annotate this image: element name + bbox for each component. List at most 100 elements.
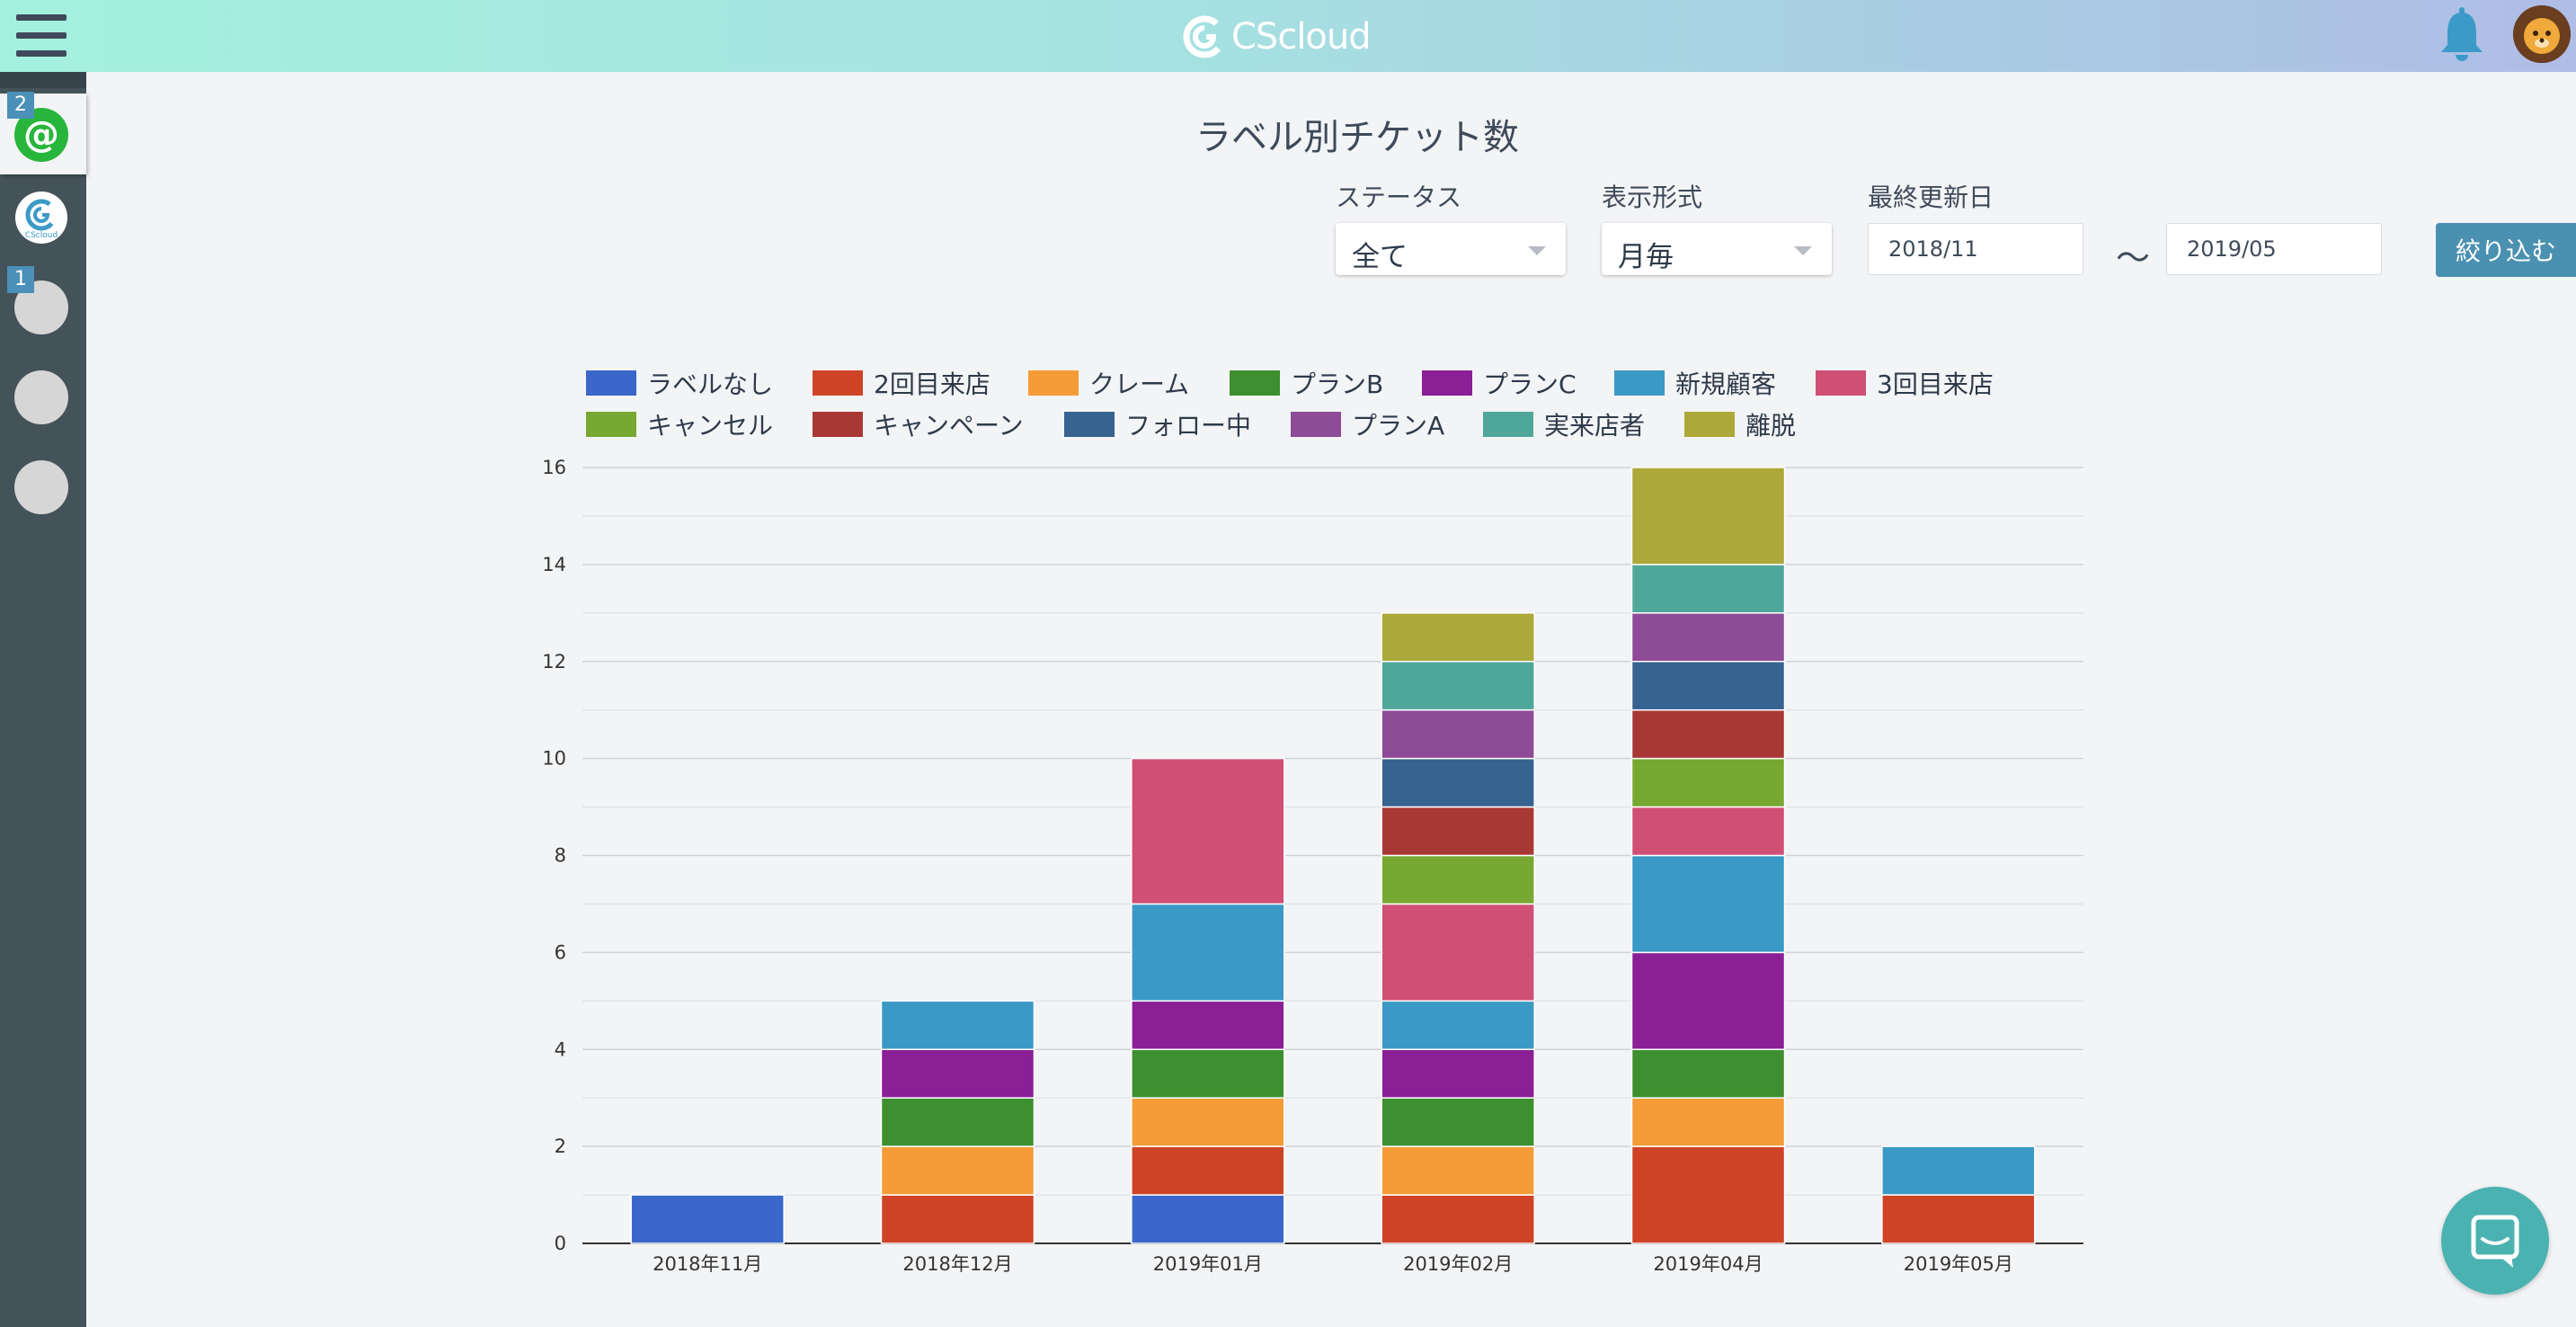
bar-segment[interactable] [1131,1000,1285,1050]
legend-item[interactable]: キャンセル [586,408,773,441]
bar-segment[interactable] [1131,1145,1285,1196]
x-tick-label: 2019年01月 [1153,1253,1263,1275]
sidebar-item-channel-5[interactable] [0,448,86,529]
bar-segment[interactable] [880,1000,1035,1050]
bar-segment[interactable] [880,1097,1035,1147]
bar-segment[interactable] [1630,661,1786,711]
svg-text:@: @ [23,114,59,156]
user-avatar[interactable] [2513,5,2571,63]
chart-title: ラベル別チケット数 [1195,117,1519,158]
y-tick-label: 10 [542,748,566,770]
bar-segment[interactable] [1381,1194,1535,1244]
legend-item[interactable]: 実来店者 [1483,408,1645,441]
bar-segment[interactable] [1630,854,1786,954]
legend-swatch [1291,412,1341,437]
sidebar-item-at-channel[interactable]: @ 2 [0,92,86,174]
chat-launcher-button[interactable] [2441,1187,2549,1295]
bar-segment[interactable] [1630,1048,1786,1099]
date-to-input[interactable] [2166,223,2382,275]
bar-segment[interactable] [1630,951,1786,1050]
y-tick-label: 4 [555,1038,566,1060]
menu-icon[interactable] [16,13,67,59]
bar-segment[interactable] [1131,1194,1285,1244]
bar-segment[interactable] [1131,1048,1285,1099]
legend-item[interactable]: 離脱 [1684,408,1796,441]
status-select[interactable]: 全て [1336,223,1566,275]
legend-swatch [1483,412,1533,437]
date-from-input[interactable] [1868,223,2083,275]
bar-segment[interactable] [1630,806,1786,857]
bar-segment[interactable] [630,1194,785,1244]
app-logo: CScloud [1183,13,1372,61]
bar-segment[interactable] [1630,564,1786,614]
sidebar-item-cscloud-channel[interactable]: CScloud [0,178,86,259]
sidebar-top-strip [0,72,86,88]
legend-item[interactable]: ラベルなし [586,367,773,399]
legend-item[interactable]: 3回目来店 [1816,367,1994,399]
bar-segment[interactable] [1381,1097,1535,1147]
legend-label: 2回目来店 [874,370,990,399]
legend-label: 3回目来店 [1877,370,1994,399]
legend-swatch [1816,370,1866,396]
format-select-value: 月毎 [1618,241,1674,273]
y-tick-label: 14 [542,554,566,575]
sidebar-item-channel-4[interactable] [0,358,86,439]
legend-label: プランB [1291,370,1384,399]
svg-text:CScloud: CScloud [25,231,58,240]
bar-segment[interactable] [1881,1145,2036,1196]
bar-segment[interactable] [1381,661,1535,711]
bar-segment[interactable] [880,1145,1035,1196]
sidebar-item-channel-3[interactable]: 1 [0,266,86,349]
legend-item[interactable]: プランC [1422,367,1577,399]
legend-label: キャンセル [647,411,774,441]
y-tick-label: 8 [555,845,566,867]
bar-segment[interactable] [1381,612,1535,663]
chevron-down-icon [1528,246,1546,255]
filter-submit-button[interactable]: 絞り込む [2436,223,2576,277]
bar-segment[interactable] [1381,903,1535,1002]
bar-segment[interactable] [1381,854,1535,905]
bar-segment[interactable] [1381,757,1535,808]
legend-item[interactable]: 2回目来店 [813,367,990,399]
y-tick-label: 6 [555,941,566,963]
legend-swatch [586,370,636,396]
bar-segment[interactable] [1381,1000,1535,1050]
bar-segment[interactable] [880,1048,1035,1099]
bar-segment[interactable] [1630,612,1786,663]
bar-segment[interactable] [1630,467,1786,566]
bar-segment[interactable] [1630,757,1786,808]
status-select-value: 全て [1352,241,1408,273]
legend-item[interactable]: 新規顧客 [1614,367,1776,399]
bar-segment[interactable] [1381,1048,1535,1099]
bar-segment[interactable] [1381,708,1535,760]
legend-label: フォロー中 [1125,411,1252,441]
x-tick-label: 2018年11月 [653,1253,762,1275]
legend-swatch [586,412,636,437]
y-tick-label: 12 [542,651,566,672]
bar-segment[interactable] [1630,708,1786,760]
legend-item[interactable]: プランB [1230,367,1383,399]
bar-segment[interactable] [1131,1097,1285,1147]
bar-segment[interactable] [1381,806,1535,857]
logo-text: CScloud [1231,16,1372,58]
sidebar-badge: 1 [7,266,34,293]
bar-segment[interactable] [1881,1194,2036,1244]
bar-segment[interactable] [1131,903,1285,1002]
legend-swatch [1614,370,1665,396]
format-select[interactable]: 月毎 [1602,223,1832,275]
legend-item[interactable]: クレーム [1028,367,1189,399]
legend-label: 離脱 [1745,411,1797,441]
bar-segment[interactable] [1630,1145,1786,1244]
status-filter-label: ステータス [1336,183,1462,212]
bar-segment[interactable] [880,1194,1035,1244]
legend-item[interactable]: プランA [1291,408,1444,441]
bar-segment[interactable] [1630,1097,1786,1147]
legend-item[interactable]: キャンペーン [813,408,1024,441]
notification-bell-icon[interactable] [2434,5,2490,63]
y-tick-label: 16 [542,457,566,478]
bar-segment[interactable] [1131,757,1285,905]
bar-segment[interactable] [1381,1145,1535,1196]
legend-label: プランC [1483,370,1577,399]
format-filter-label: 表示形式 [1602,183,1703,212]
legend-item[interactable]: フォロー中 [1064,408,1251,441]
